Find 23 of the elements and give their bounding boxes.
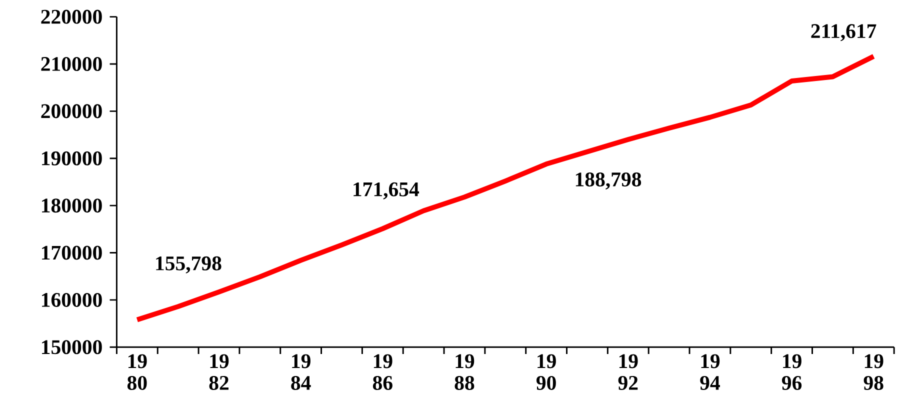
x-tick-label: 19 98: [864, 354, 884, 390]
x-tick-label: 19 94: [700, 354, 720, 390]
annotation: 171,654: [354, 182, 420, 200]
annotation: 188,798: [576, 172, 642, 190]
y-tick-label: 190000: [42, 152, 102, 166]
x-tick-label: 19 80: [127, 354, 147, 390]
x-tick-label: 19 92: [618, 354, 638, 390]
y-tick-label: 200000: [41, 104, 102, 118]
y-tick-label: 160000: [42, 293, 102, 308]
annotation: 155,798: [156, 256, 222, 274]
y-tick-label: 220000: [41, 10, 102, 24]
x-tick-label: 19 90: [536, 354, 556, 390]
line-series: [134, 54, 876, 322]
x-tick-label: 19 96: [782, 354, 802, 390]
x-tick-label: 19 88: [454, 354, 474, 390]
annotation: 211,617: [811, 24, 876, 42]
y-tick-label: 210000: [41, 57, 102, 72]
y-tick-label: 170000: [42, 246, 102, 260]
x-tick-label: 19 86: [372, 354, 392, 390]
x-tick-label: 19 82: [209, 354, 229, 390]
y-tick-label: 180000: [42, 198, 102, 213]
y-tick-label: 150000: [42, 340, 102, 354]
x-tick-label: 19 84: [291, 354, 311, 390]
